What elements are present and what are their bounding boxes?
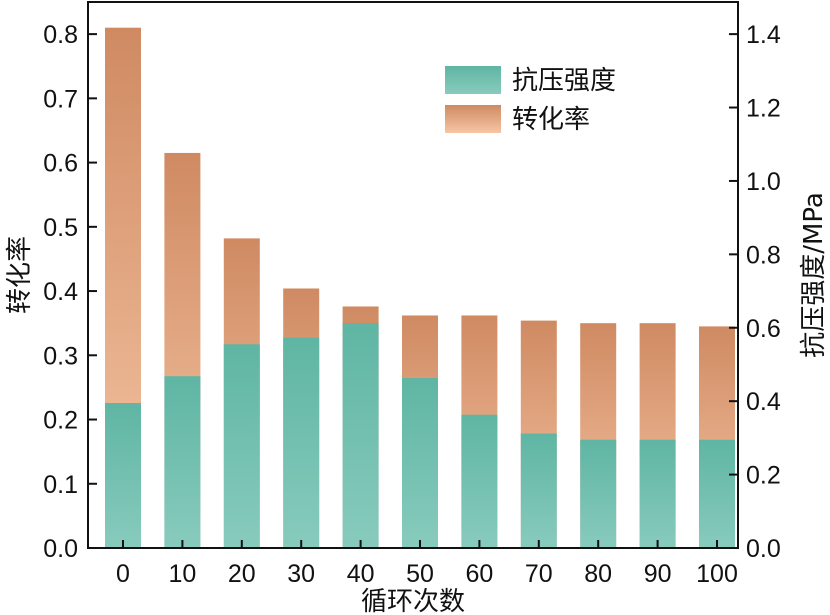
left-axis-ticks: 0.0 0.1 0.2 0.3 0.4 0.5 0.6 0.7 0.8: [43, 21, 97, 563]
x-tick-label: 100: [696, 560, 738, 588]
left-tick-label: 0.6: [43, 150, 78, 178]
left-tick-label: 0.4: [43, 278, 78, 306]
strength-bar-40: [342, 322, 379, 548]
right-tick-label: 0.4: [746, 388, 781, 416]
x-tick-label: 20: [228, 560, 256, 588]
left-tick-label: 0.8: [43, 21, 78, 49]
x-tick-label: 70: [525, 560, 553, 588]
x-axis-ticks: 0 10 20 30 40 50 60 70 80 90 100: [116, 540, 738, 588]
legend-swatch-conversion: [445, 105, 501, 133]
right-axis-ticks: 0.0 0.2 0.4 0.6 0.8 1.0 1.2 1.4: [729, 21, 781, 563]
legend-label-conversion: 转化率: [512, 105, 590, 135]
x-tick-label: 10: [168, 560, 196, 588]
legend: 抗压强度 转化率: [445, 66, 616, 135]
right-tick-label: 1.4: [746, 21, 781, 49]
strength-bars: [105, 322, 735, 548]
right-tick-label: 0.6: [746, 315, 781, 343]
left-tick-label: 0.7: [43, 85, 78, 113]
right-tick-label: 1.0: [746, 168, 781, 196]
x-axis-title: 循环次数: [361, 587, 465, 615]
strength-bar-30: [283, 337, 320, 548]
x-tick-label: 60: [465, 560, 493, 588]
left-tick-label: 0.1: [43, 471, 78, 499]
x-tick-label: 50: [406, 560, 434, 588]
left-axis-title: 转化率: [5, 236, 35, 314]
strength-bar-80: [580, 439, 617, 548]
left-tick-label: 0.3: [43, 342, 78, 370]
right-tick-label: 0.0: [746, 535, 781, 563]
strength-bar-90: [639, 439, 676, 548]
right-tick-label: 0.2: [746, 462, 781, 490]
x-tick-label: 30: [287, 560, 315, 588]
strength-bar-60: [461, 414, 498, 548]
strength-bar-10: [164, 376, 201, 548]
legend-label-strength: 抗压强度: [512, 66, 616, 96]
strength-bar-20: [223, 344, 260, 548]
x-tick-label: 0: [116, 560, 130, 588]
plot-frame: [87, 1, 739, 549]
right-axis-title: 抗压强度/MPa: [799, 192, 829, 358]
right-tick-label: 1.2: [746, 95, 781, 123]
left-tick-label: 0.5: [43, 214, 78, 242]
legend-swatch-strength: [445, 66, 501, 94]
strength-bar-0: [105, 403, 141, 548]
left-tick-label: 0.0: [43, 535, 78, 563]
x-tick-label: 80: [584, 560, 612, 588]
strength-bar-70: [520, 433, 557, 548]
left-tick-label: 0.2: [43, 407, 78, 435]
x-tick-label: 90: [644, 560, 672, 588]
strength-bar-50: [402, 378, 438, 548]
strength-bar-100: [699, 439, 735, 548]
right-tick-label: 0.8: [746, 241, 781, 269]
x-tick-label: 40: [347, 560, 375, 588]
